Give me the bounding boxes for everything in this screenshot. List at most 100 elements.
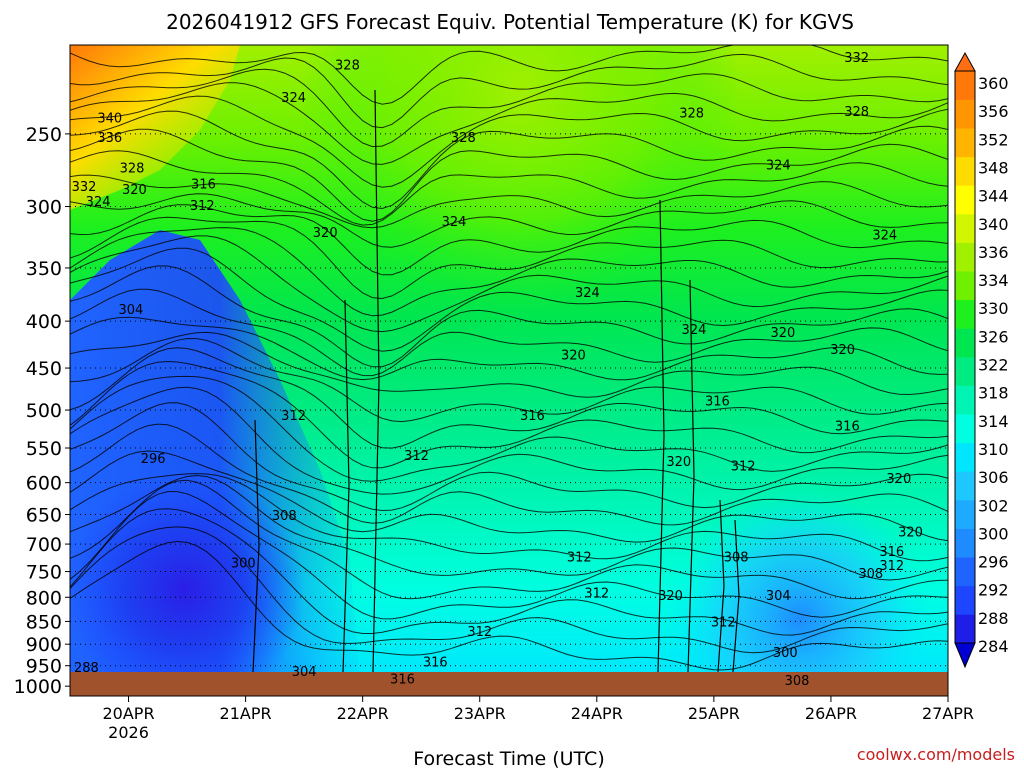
colorbar-label: 318: [978, 384, 1009, 403]
contour-label: 316: [390, 673, 415, 688]
contour-line: [70, 150, 948, 226]
contour-label: 304: [766, 589, 791, 604]
y-axis: 2503003504004505005506006507007508008509…: [14, 124, 70, 698]
colorbar-segment: [955, 99, 975, 129]
y-tick-label-900: 900: [26, 634, 62, 656]
contour-line: [342, 299, 350, 673]
x-tick-label: 26APR: [805, 704, 857, 723]
contour-line: [687, 279, 695, 673]
contour-label: 316: [705, 394, 730, 409]
colorbar-segment: [955, 299, 975, 329]
colorbar-label: 356: [978, 102, 1009, 121]
contour-line: [70, 386, 948, 495]
contour-label: 328: [335, 58, 360, 73]
colorbar-label: 326: [978, 327, 1009, 346]
contour-label: 300: [773, 646, 798, 661]
y-tick-label-450: 450: [26, 358, 62, 380]
colorbar-segment: [955, 442, 975, 472]
contour-label: 340: [97, 112, 122, 127]
contour-line: [372, 89, 380, 673]
contour-label: 312: [404, 449, 429, 464]
contour-label: 312: [567, 550, 592, 565]
x-tick-sublabel: 2026: [108, 723, 149, 742]
contour-line: [70, 316, 948, 381]
y-tick-label-750: 750: [26, 562, 62, 584]
colorbar-segment: [955, 214, 975, 243]
contour-label: 320: [898, 525, 923, 540]
y-tick-label-850: 850: [26, 611, 62, 633]
contour-label: 324: [766, 159, 791, 174]
contour-line: [70, 508, 948, 636]
contour-line: [717, 499, 725, 673]
contour-line: [70, 82, 948, 165]
contour-label: 308: [858, 567, 883, 582]
contour-label: 320: [122, 183, 147, 198]
colorbar-label: 330: [978, 299, 1009, 318]
contour-line: [70, 128, 948, 222]
y-tick-label-500: 500: [26, 400, 62, 422]
colorbar-label: 334: [978, 271, 1009, 290]
contour-line: [70, 235, 948, 333]
contour-line: [70, 473, 948, 562]
contour-label: 320: [561, 349, 586, 364]
contour-line: [70, 474, 948, 581]
contour-line: [70, 491, 948, 620]
contour-label: 324: [682, 323, 707, 338]
contour-line: [70, 110, 948, 210]
y-tick-label-400: 400: [26, 311, 62, 333]
contour-label: 328: [679, 107, 704, 122]
y-tick-label-650: 650: [26, 505, 62, 527]
colorbar-segment: [955, 385, 975, 415]
contour-label: 328: [451, 131, 476, 146]
colorbar-over-arrow: [954, 51, 976, 72]
colorbar-segment: [955, 71, 975, 100]
contour-line: [70, 95, 948, 188]
y-tick-label-350: 350: [26, 258, 62, 280]
colorbar-label: 314: [978, 412, 1009, 431]
contour-label: 296: [141, 452, 166, 467]
contour-label: 320: [666, 455, 691, 470]
contour-line: [70, 450, 948, 543]
contour-label: 320: [313, 226, 338, 241]
colorbar-label: 288: [978, 609, 1009, 628]
colorbar-segment: [955, 500, 975, 529]
contour-label: 332: [72, 180, 97, 195]
contour-label: 328: [844, 105, 869, 120]
colorbar-label: 360: [978, 74, 1009, 93]
colorbar-segment: [955, 242, 975, 272]
contour-label: 312: [879, 559, 904, 574]
colorbar-segment: [955, 156, 975, 186]
contour-label: 312: [711, 615, 736, 630]
colorbar-segment: [955, 585, 975, 615]
contour-line: [70, 216, 948, 300]
theta-e-field: [70, 45, 948, 696]
colorbar-frame: [954, 70, 976, 644]
contour-line: [70, 479, 948, 600]
colorbar-segment: [955, 557, 975, 587]
x-tick-label: 23APR: [454, 704, 506, 723]
colorbar-label: 306: [978, 468, 1009, 487]
contour-line: [70, 331, 948, 398]
contour-label: 320: [886, 472, 911, 487]
contour-line: [70, 193, 948, 248]
contour-line: [70, 337, 948, 423]
contour-label: 288: [74, 661, 99, 676]
colorbar-label: 284: [978, 637, 1009, 656]
contour-label: 324: [872, 229, 897, 244]
contour-line: [70, 375, 948, 482]
contour-line: [70, 347, 948, 449]
y-tick-label-250: 250: [26, 124, 62, 146]
contour-line: [657, 199, 665, 673]
colorbar-label: 344: [978, 187, 1009, 206]
contour-label: 308: [272, 509, 297, 524]
colorbar-label: 340: [978, 215, 1009, 234]
contour-label: 312: [281, 409, 306, 424]
contour-label: 308: [724, 550, 749, 565]
contour-label: 312: [731, 460, 756, 475]
contour-label: 300: [231, 556, 256, 571]
y-tick-label-950: 950: [26, 656, 62, 678]
contour-line: [70, 540, 948, 671]
colorbar-label: 310: [978, 440, 1009, 459]
colorbar-label: 300: [978, 524, 1009, 543]
